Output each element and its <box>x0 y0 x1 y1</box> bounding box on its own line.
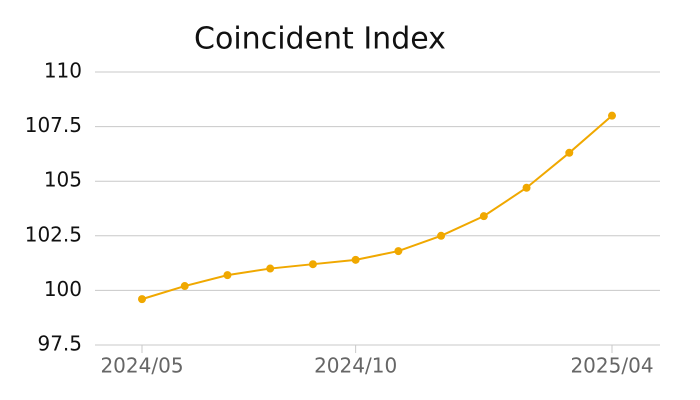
point <box>266 264 275 273</box>
y-tick-label: 100 <box>44 277 82 301</box>
x-tick-label: 2024/10 <box>314 354 397 378</box>
chart-title: Coincident Index <box>194 22 446 57</box>
y-tick-label: 97.5 <box>37 332 82 356</box>
point <box>437 231 446 240</box>
y-tick-label: 110 <box>44 59 82 83</box>
y-tick-label: 107.5 <box>25 113 82 137</box>
point <box>394 247 403 256</box>
point <box>479 212 488 221</box>
point <box>522 183 531 192</box>
x-tick-label: 2024/05 <box>100 354 183 378</box>
point <box>351 255 360 264</box>
point <box>608 111 616 120</box>
point <box>308 260 317 269</box>
line <box>141 114 613 301</box>
point <box>180 282 189 291</box>
point <box>565 148 574 157</box>
y-tick-label: 105 <box>44 168 82 192</box>
y-tick-label: 102.5 <box>25 222 82 246</box>
x-tick-label: 2025/04 <box>570 354 653 378</box>
point <box>138 295 146 304</box>
point <box>223 271 232 280</box>
